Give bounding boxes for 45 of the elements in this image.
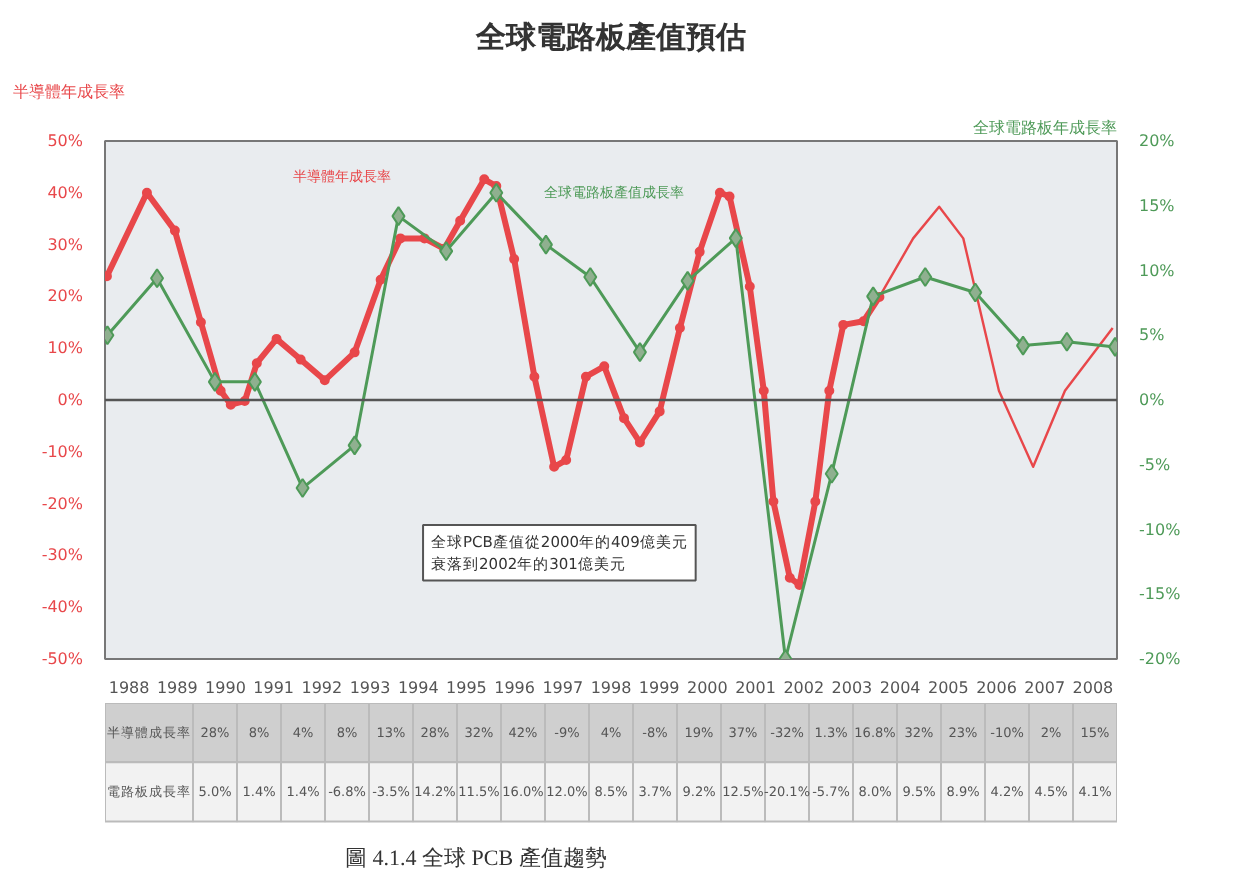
y2-tick-label: -20% xyxy=(1139,650,1182,668)
x-tick-label: 1989 xyxy=(156,679,198,697)
x-tick-label: 1988 xyxy=(108,679,150,697)
y-tick-label: -20% xyxy=(41,494,84,513)
x-tick-label: 2002 xyxy=(783,679,825,697)
y-tick-label: 0% xyxy=(57,391,84,409)
x-tick-label: 1996 xyxy=(494,679,535,697)
y2-tick-label: -15% xyxy=(1139,585,1182,604)
x-tick-label: 2007 xyxy=(1024,679,1066,697)
x-tick-label: 2005 xyxy=(927,679,969,697)
y2-tick-label: -10% xyxy=(1139,520,1182,539)
x-tick-label: 1995 xyxy=(446,679,487,697)
y-tick-label: -50% xyxy=(41,650,84,668)
y-tick-label: 20% xyxy=(47,287,84,306)
y-tick-label: 50% xyxy=(47,132,84,150)
y2-tick-label: 5% xyxy=(1139,326,1166,345)
chart-title: 全球電路板產值預估 xyxy=(474,19,746,55)
y-axis-title: 半導體年成長率 xyxy=(13,83,125,101)
y-tick-label: -30% xyxy=(41,546,84,565)
y2-tick-label: 20% xyxy=(1139,132,1176,150)
y-tick-label: 10% xyxy=(47,339,84,358)
x-tick-label: 2006 xyxy=(976,679,1017,697)
x-tick-label: 1990 xyxy=(205,679,246,697)
y2-tick-label: -5% xyxy=(1139,455,1171,474)
y2-tick-label: 10% xyxy=(1139,261,1176,280)
x-tick-label: 2001 xyxy=(735,679,776,697)
x-tick-label: 2008 xyxy=(1072,679,1114,697)
y-tick-label: 40% xyxy=(47,183,84,202)
x-tick-label: 1994 xyxy=(397,679,439,697)
y-tick-label: -10% xyxy=(41,442,84,461)
caption: 圖 4.1.4 全球 PCB 產值趨勢 xyxy=(345,845,607,871)
x-tick-label: 1992 xyxy=(301,679,343,697)
x-tick-label: 1993 xyxy=(349,679,391,697)
x-tick-label: 1991 xyxy=(253,679,295,697)
x-tick-label: 1998 xyxy=(590,679,632,697)
x-tick-label: 1997 xyxy=(542,679,584,697)
y2-tick-label: 15% xyxy=(1139,196,1176,215)
x-tick-label: 2003 xyxy=(831,679,873,697)
y2-axis-title: 全球電路板年成長率 xyxy=(973,119,1117,137)
y2-tick-label: 0% xyxy=(1139,391,1166,409)
x-tick-label: 2004 xyxy=(879,679,921,697)
y-tick-label: -40% xyxy=(41,598,84,617)
x-tick-label: 1999 xyxy=(638,679,680,697)
x-tick-label: 2000 xyxy=(687,679,728,697)
y-tick-label: 30% xyxy=(47,235,84,254)
